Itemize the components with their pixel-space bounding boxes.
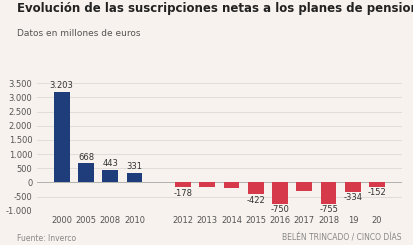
Text: -755: -755: [318, 205, 337, 214]
Bar: [78, 163, 94, 182]
Text: Fuente: Inverco: Fuente: Inverco: [17, 233, 76, 243]
Bar: [126, 173, 142, 182]
Text: -178: -178: [173, 189, 192, 198]
Text: 668: 668: [78, 153, 94, 162]
Bar: [199, 182, 215, 187]
Text: Datos en millones de euros: Datos en millones de euros: [17, 29, 140, 38]
Bar: [223, 182, 239, 188]
Text: -334: -334: [342, 193, 361, 202]
Text: -422: -422: [246, 196, 265, 205]
Text: 331: 331: [126, 162, 142, 171]
Bar: [247, 182, 263, 194]
Text: -750: -750: [270, 205, 289, 214]
Text: BELÉN TRINCADO / CINCO DÍAS: BELÉN TRINCADO / CINCO DÍAS: [281, 233, 401, 243]
Bar: [54, 92, 69, 182]
Bar: [296, 182, 311, 191]
Bar: [368, 182, 384, 187]
Bar: [271, 182, 287, 204]
Text: 443: 443: [102, 159, 118, 168]
Text: Evolución de las suscripciones netas a los planes de pensiones de empleo: Evolución de las suscripciones netas a l…: [17, 2, 413, 15]
Bar: [344, 182, 360, 192]
Bar: [102, 170, 118, 182]
Bar: [320, 182, 336, 204]
Text: -152: -152: [367, 188, 386, 197]
Text: 3.203: 3.203: [50, 81, 74, 90]
Bar: [175, 182, 190, 187]
